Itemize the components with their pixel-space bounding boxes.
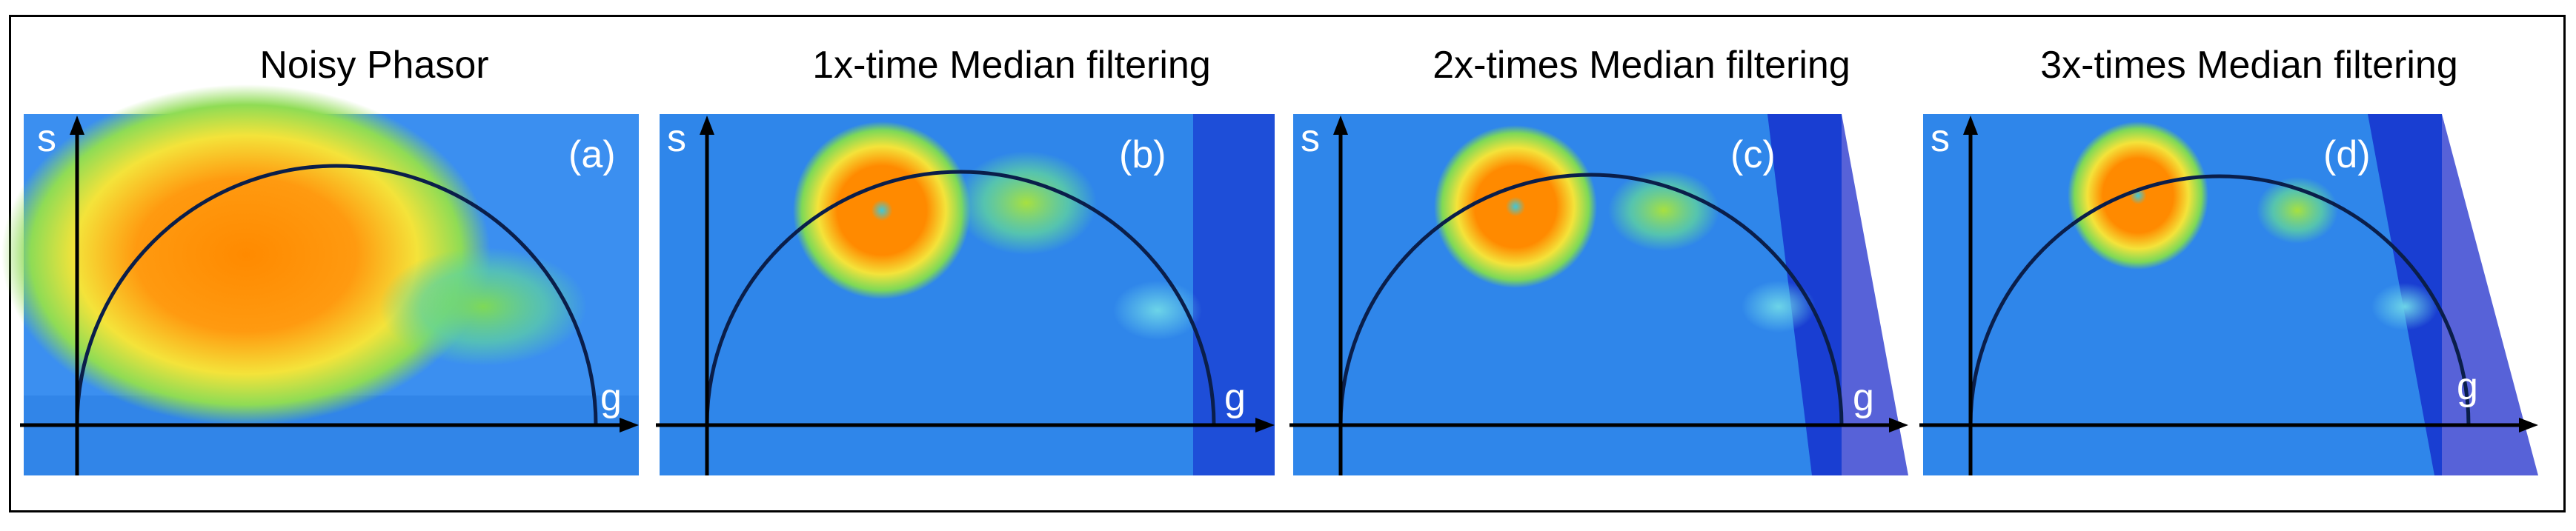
panel-letter: (a) xyxy=(568,133,616,176)
phasor-panel-b: s g (b) xyxy=(656,114,1275,475)
secondary-cluster xyxy=(956,151,1097,255)
s-axis-label: s xyxy=(1301,117,1320,160)
phasor-panel-c: s g (c) xyxy=(1289,114,1908,475)
noise-edge xyxy=(2368,114,2538,475)
main-cluster xyxy=(2068,121,2208,270)
phasor-plot-c: s g (c) xyxy=(1289,114,1908,475)
panel-title-d: 3x-times Median filtering xyxy=(2040,44,2458,87)
secondary-cluster xyxy=(379,247,587,366)
s-axis-arrow xyxy=(70,116,84,135)
panel-title-b: 1x-time Median filtering xyxy=(812,44,1211,87)
phasor-plot-a: s g (a) xyxy=(1,84,639,475)
panel-letter: (d) xyxy=(2323,133,2371,176)
universal-semicircle xyxy=(1968,174,2471,426)
secondary-cluster xyxy=(1608,170,1719,251)
g-axis-label: g xyxy=(2457,365,2478,408)
tertiary-cluster xyxy=(1113,281,1202,340)
s-axis-arrow xyxy=(1333,116,1348,135)
tertiary-cluster xyxy=(1742,281,1816,333)
main-cluster xyxy=(1434,125,1597,288)
g-axis-arrow xyxy=(620,418,639,433)
main-cluster xyxy=(793,121,971,299)
g-axis-label: g xyxy=(600,376,622,419)
phasor-plot-d: s g (d) xyxy=(1919,114,2538,475)
secondary-cluster xyxy=(2257,177,2338,244)
universal-semicircle xyxy=(75,164,598,426)
universal-semicircle xyxy=(1338,173,1844,426)
g-axis-arrow xyxy=(1255,418,1275,433)
s-axis-arrow xyxy=(700,116,714,135)
phasor-panel-d: s g (d) xyxy=(1919,114,2538,475)
main-cluster xyxy=(1,84,491,425)
phasor-panel-a: s g (a) xyxy=(1,84,639,475)
g-axis-arrow xyxy=(1889,418,1908,433)
noise-edge xyxy=(1767,114,1908,475)
s-axis-label: s xyxy=(667,117,686,160)
g-axis-label: g xyxy=(1853,376,1874,419)
panel-letter: (b) xyxy=(1119,133,1166,176)
s-axis-label: s xyxy=(37,117,56,160)
noise-edge xyxy=(1193,114,1275,475)
g-axis-arrow xyxy=(2519,418,2538,433)
panel-letter: (c) xyxy=(1730,133,1776,176)
panel-title-a: Noisy Phasor xyxy=(259,44,489,87)
phasor-plot-b: s g (b) xyxy=(656,114,1275,475)
tertiary-cluster xyxy=(2371,283,2438,330)
g-axis-label: g xyxy=(1224,376,1246,419)
s-axis-arrow xyxy=(1963,116,1978,135)
universal-semicircle xyxy=(705,170,1216,426)
panel-title-c: 2x-times Median filtering xyxy=(1433,44,1850,87)
s-axis-label: s xyxy=(1931,117,1950,160)
